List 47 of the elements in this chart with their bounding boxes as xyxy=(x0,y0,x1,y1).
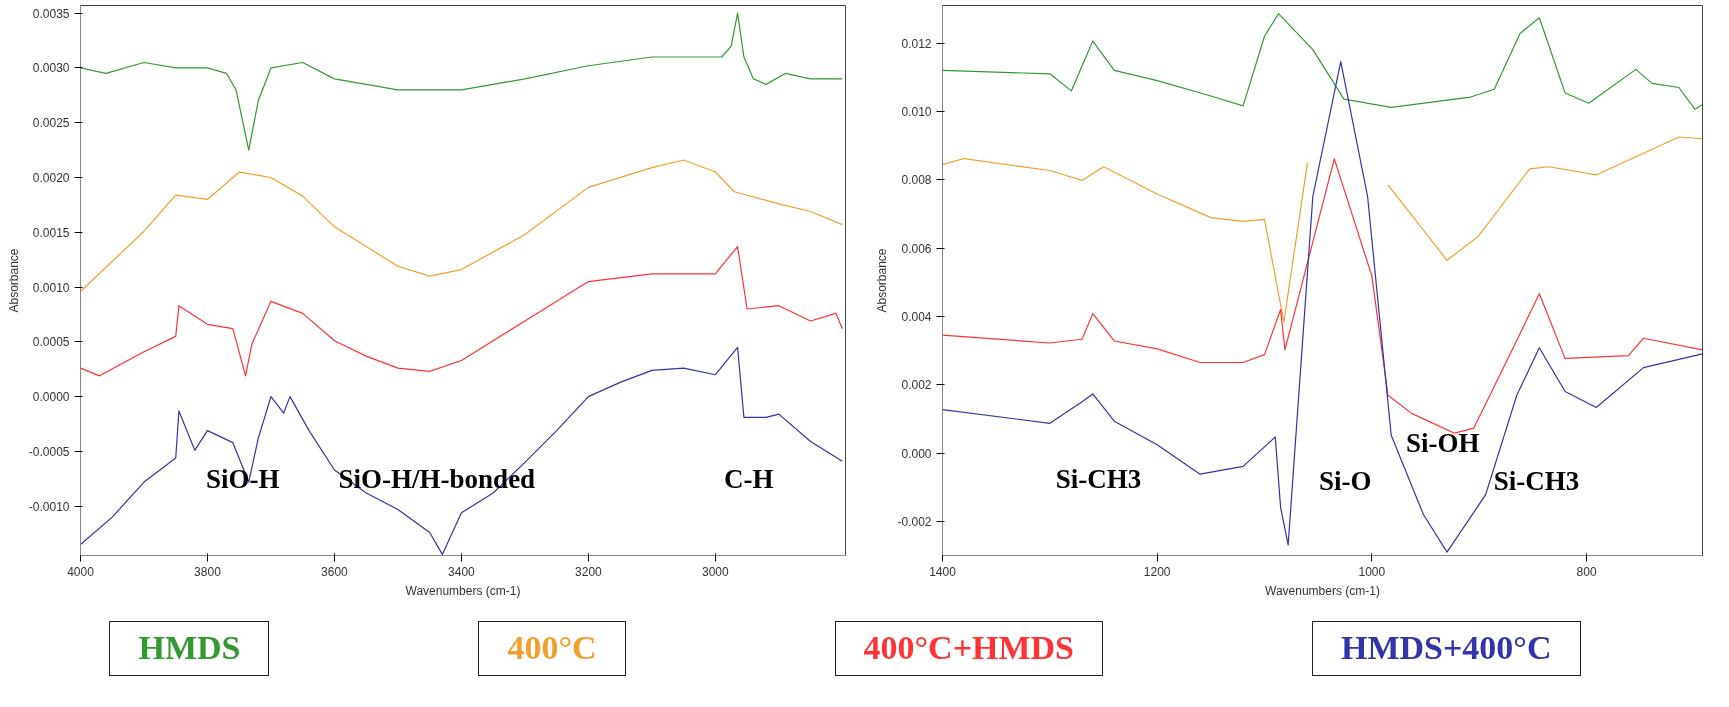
y-tick-label: 0.006 xyxy=(901,241,932,256)
text: HMDS xyxy=(109,621,270,676)
y-tick-label: 0.0000 xyxy=(32,390,70,405)
text: HMDS+400°C xyxy=(1311,621,1581,676)
annotation: Si-O xyxy=(1318,466,1372,497)
line-series xyxy=(80,159,843,293)
x-axis-title: Wavenumbers (cm-1) xyxy=(405,583,521,598)
x-tick-label: 3600 xyxy=(321,564,349,579)
y-tick-label: 0.004 xyxy=(901,309,932,324)
y-axis-title: Absorbance xyxy=(6,248,21,313)
y-tick-label: 0.0020 xyxy=(32,171,70,186)
y-axis-title: Absorbance xyxy=(875,248,890,313)
x-tick-label: 3800 xyxy=(194,564,222,579)
annotation: Si-CH3 xyxy=(1493,466,1580,497)
y-tick-label: -0.0010 xyxy=(28,499,70,514)
y-tick-label: 0.0005 xyxy=(32,335,70,350)
annotation: SiO-H xyxy=(206,463,280,494)
line-series xyxy=(942,13,1703,110)
y-tick-label: 0.010 xyxy=(901,104,932,119)
y-tick-label: 0.000 xyxy=(901,446,932,461)
x-tick-label: 800 xyxy=(1576,564,1597,579)
y-tick-label: -0.002 xyxy=(897,514,932,529)
x-tick-label: 1400 xyxy=(929,564,957,579)
x-tick-label: 3000 xyxy=(702,564,730,579)
y-tick-label: 0.0010 xyxy=(32,280,70,295)
annotation: Si-OH xyxy=(1405,427,1480,458)
text: 400°C xyxy=(478,621,626,676)
y-tick-label: 0.012 xyxy=(901,36,932,51)
y-tick-label: 0.002 xyxy=(901,378,932,393)
x-tick-label: 1000 xyxy=(1358,564,1386,579)
x-tick-label: 3400 xyxy=(448,564,476,579)
line-series xyxy=(80,245,843,377)
annotation: Si-CH3 xyxy=(1055,463,1142,494)
annotation: C-H xyxy=(723,463,774,494)
y-tick-label: 0.0030 xyxy=(32,61,70,76)
y-tick-label: -0.0005 xyxy=(28,444,70,459)
y-tick-label: 0.0025 xyxy=(32,116,70,131)
x-tick-label: 4000 xyxy=(67,564,95,579)
y-tick-label: 0.0035 xyxy=(32,6,70,21)
x-tick-label: 1200 xyxy=(1143,564,1171,579)
y-tick-label: 0.008 xyxy=(901,173,932,188)
text: 400°C+HMDS xyxy=(834,621,1104,676)
x-tick-label: 3200 xyxy=(575,564,603,579)
y-tick-label: 0.0015 xyxy=(32,225,70,240)
line-series xyxy=(80,12,843,151)
line-series xyxy=(942,158,1703,434)
x-axis-title: Wavenumbers (cm-1) xyxy=(1265,583,1380,598)
